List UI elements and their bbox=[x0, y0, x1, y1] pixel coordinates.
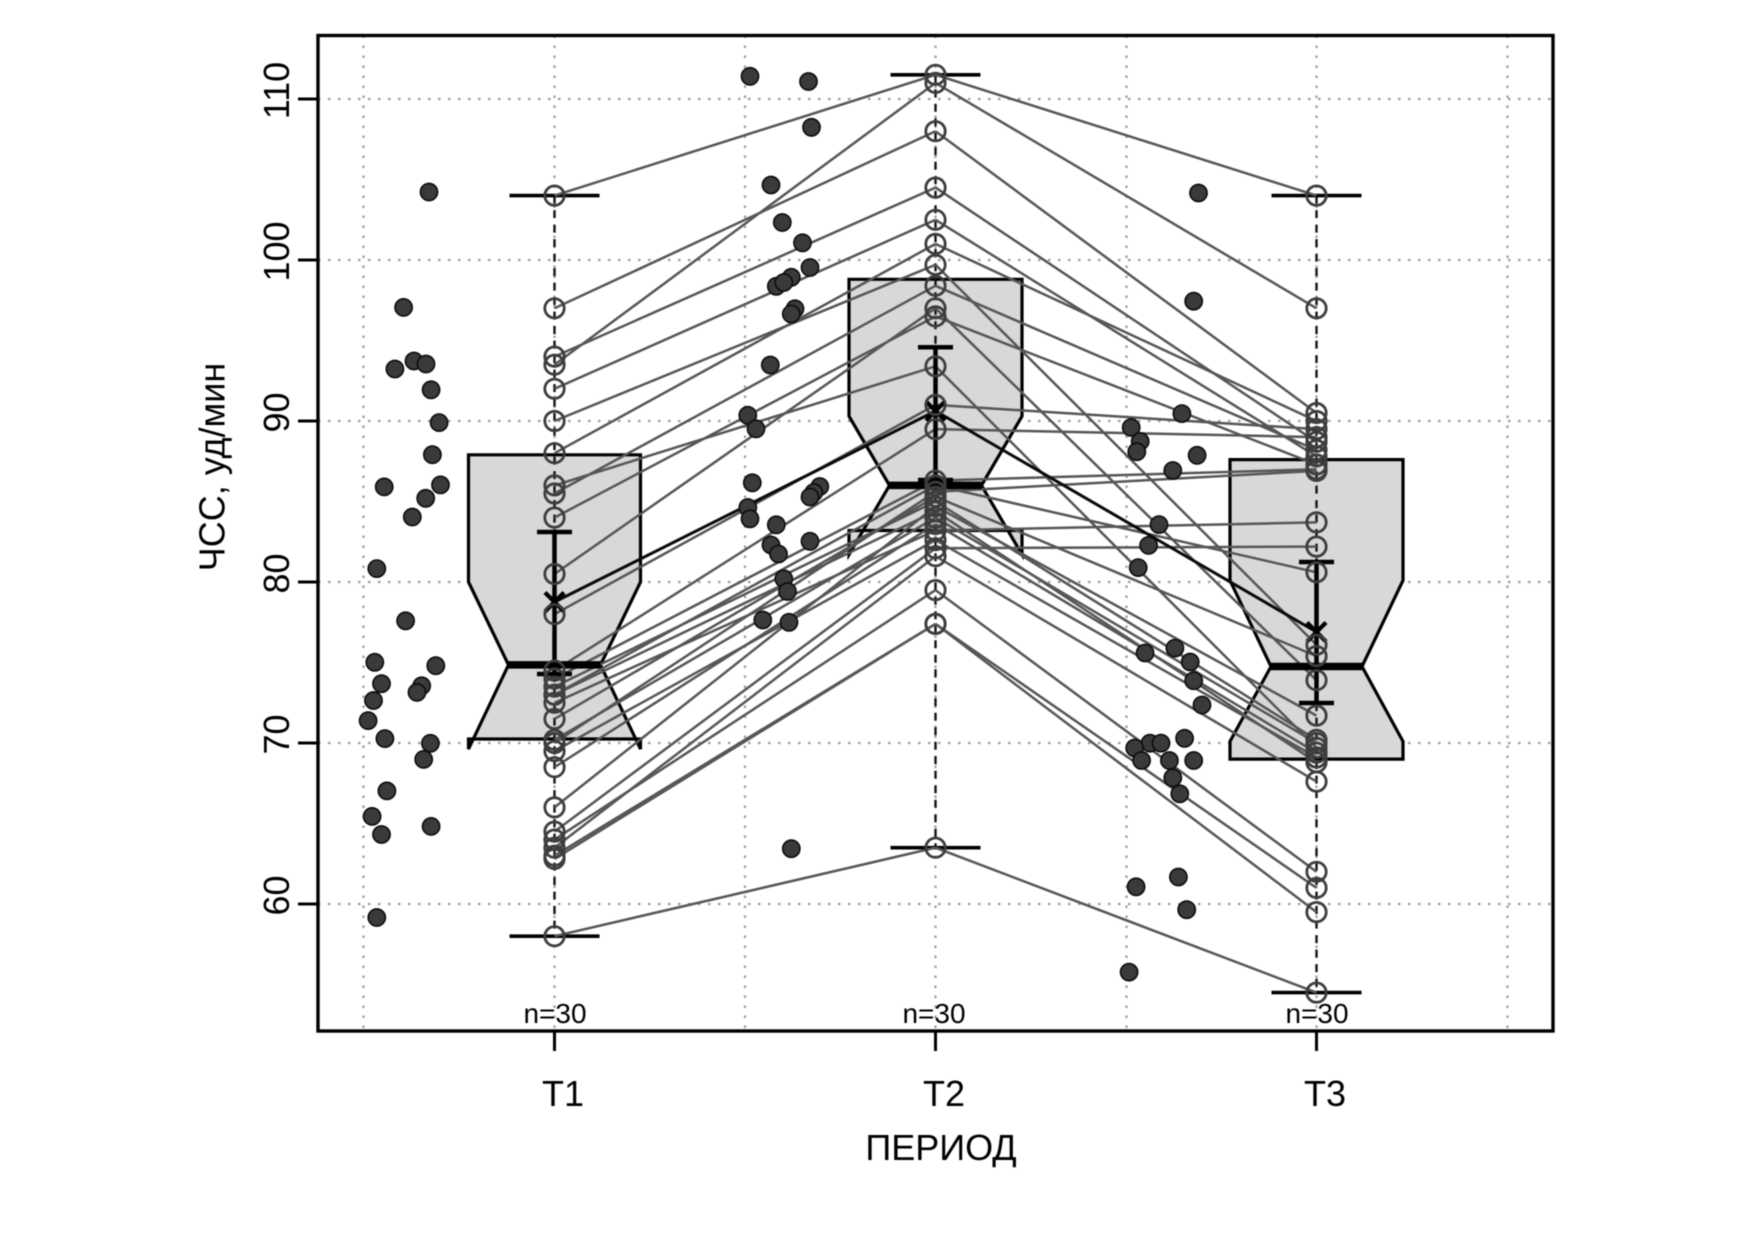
svg-text:T1: T1 bbox=[542, 1073, 584, 1114]
svg-text:100: 100 bbox=[256, 221, 297, 281]
svg-text:T3: T3 bbox=[1304, 1073, 1346, 1114]
svg-text:60: 60 bbox=[256, 875, 297, 915]
svg-text:ЧСС, уд/мин: ЧСС, уд/мин bbox=[192, 363, 233, 572]
svg-text:n=30: n=30 bbox=[1285, 998, 1348, 1029]
svg-text:n=30: n=30 bbox=[523, 998, 586, 1029]
svg-text:70: 70 bbox=[256, 714, 297, 754]
svg-text:80: 80 bbox=[256, 553, 297, 593]
svg-text:n=30: n=30 bbox=[902, 998, 965, 1029]
svg-text:90: 90 bbox=[256, 392, 297, 432]
svg-text:110: 110 bbox=[256, 62, 297, 119]
svg-text:T2: T2 bbox=[923, 1073, 965, 1114]
svg-text:ПЕРИОД: ПЕРИОД bbox=[865, 1127, 1016, 1168]
